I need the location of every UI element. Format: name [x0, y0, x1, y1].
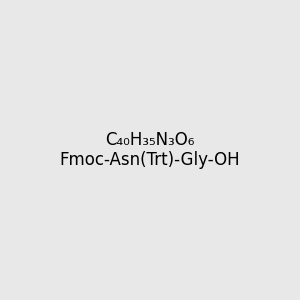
Text: C₄₀H₃₅N₃O₆
Fmoc-Asn(Trt)-Gly-OH: C₄₀H₃₅N₃O₆ Fmoc-Asn(Trt)-Gly-OH — [60, 130, 240, 170]
